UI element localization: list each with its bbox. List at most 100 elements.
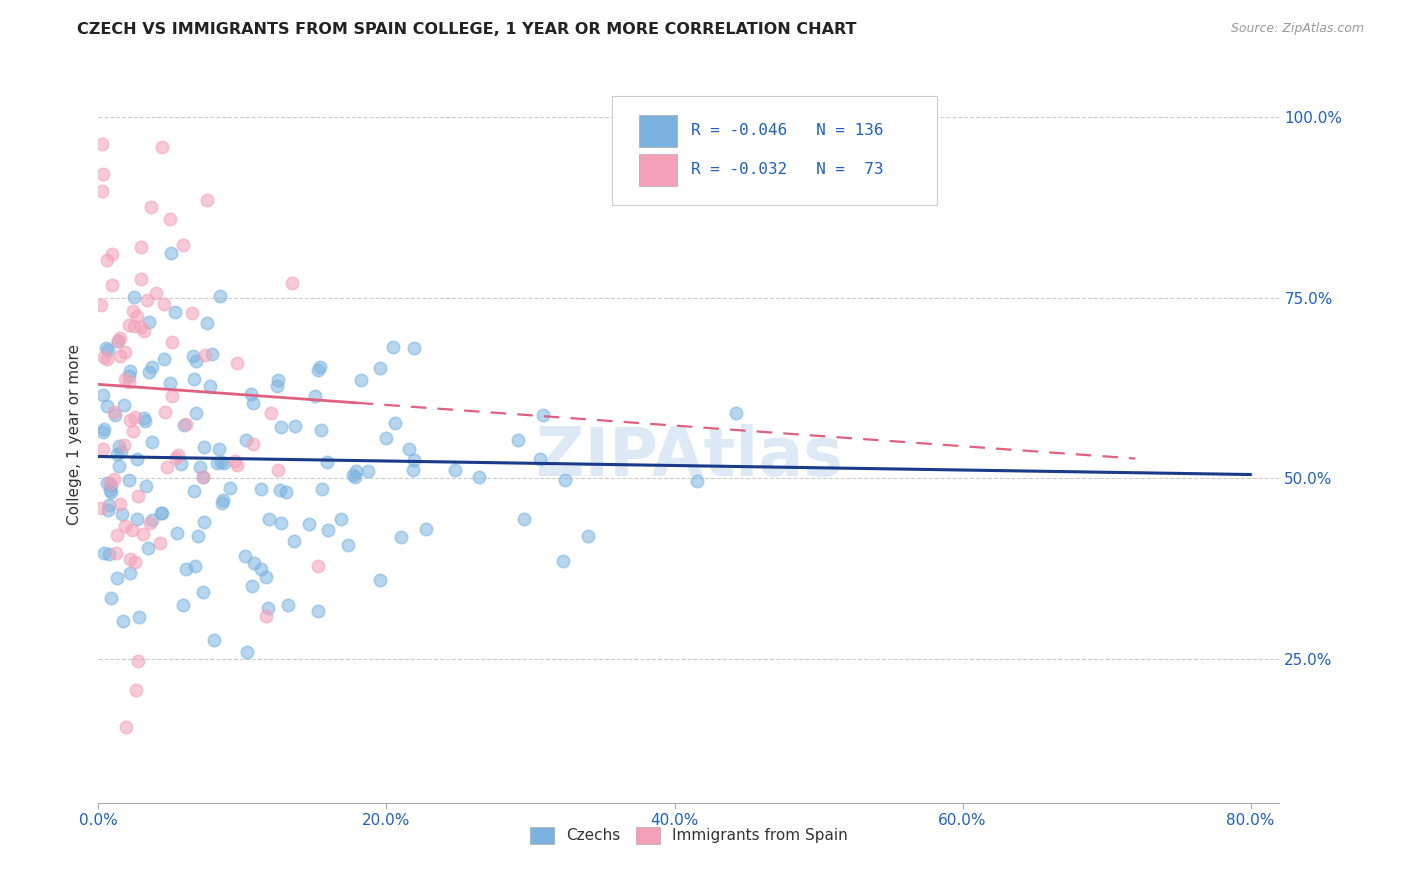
Point (368, 573, 391, 587)
Point (159, 376, 181, 390)
Point (103, 405, 125, 419)
Point (117, 369, 139, 384)
Text: R = -0.046   N = 136: R = -0.046 N = 136 (692, 123, 884, 138)
Point (125, 682, 148, 697)
Legend: Czechs, Immigrants from Spain: Czechs, Immigrants from Spain (523, 821, 855, 850)
Point (209, 455, 232, 469)
Point (94, 341, 117, 355)
Point (153, 405, 176, 419)
Point (250, 482, 273, 496)
FancyBboxPatch shape (612, 96, 936, 205)
Point (129, 271, 152, 285)
Point (167, 448, 190, 462)
Point (298, 517, 321, 532)
Point (186, 354, 208, 368)
Point (128, 610, 150, 624)
Point (193, 348, 215, 362)
Bar (640, 154, 678, 186)
Point (122, 424, 145, 438)
Point (205, 456, 228, 470)
Point (316, 455, 339, 469)
Point (260, 406, 283, 420)
Point (724, 406, 747, 420)
Point (108, 331, 131, 345)
Point (107, 334, 129, 349)
Point (307, 558, 329, 573)
Point (195, 193, 218, 207)
Point (225, 356, 247, 370)
Text: R = -0.032   N =  73: R = -0.032 N = 73 (692, 162, 884, 178)
Point (114, 344, 136, 359)
Point (141, 359, 163, 374)
Y-axis label: College, 1 year or more: College, 1 year or more (67, 344, 83, 525)
Point (184, 559, 207, 574)
Point (402, 341, 425, 355)
Text: Source: ZipAtlas.com: Source: ZipAtlas.com (1230, 22, 1364, 36)
Point (112, 398, 135, 412)
Point (193, 470, 215, 484)
Point (191, 470, 214, 484)
Point (141, 200, 163, 214)
Point (138, 315, 160, 329)
Point (108, 497, 131, 511)
Point (134, 324, 156, 338)
Point (269, 483, 291, 497)
Point (93, 422, 115, 436)
Point (172, 599, 194, 613)
Point (101, 247, 124, 261)
Point (329, 512, 352, 526)
Point (120, 566, 142, 581)
Point (506, 433, 529, 447)
Point (343, 470, 366, 484)
Point (93, 546, 115, 560)
Point (90, 298, 112, 312)
Point (374, 431, 396, 445)
Point (156, 460, 179, 475)
Point (91, 442, 114, 457)
Point (398, 442, 420, 456)
Point (97, 499, 120, 513)
Point (91, 425, 114, 439)
Point (415, 522, 437, 536)
Point (337, 538, 360, 552)
Point (382, 340, 405, 354)
Point (186, 406, 208, 420)
Point (308, 604, 330, 618)
Point (122, 303, 145, 318)
Point (181, 306, 204, 320)
Point (277, 598, 299, 612)
Point (127, 512, 149, 526)
Point (97, 502, 120, 516)
Point (257, 601, 280, 615)
Point (173, 417, 195, 432)
Point (243, 556, 266, 570)
Point (201, 347, 224, 361)
Point (235, 434, 257, 448)
Point (150, 507, 173, 521)
Point (100, 483, 122, 497)
Point (233, 549, 256, 564)
Point (160, 245, 183, 260)
Point (242, 437, 264, 451)
Point (304, 389, 326, 403)
Point (166, 525, 188, 540)
Point (105, 546, 128, 560)
Point (239, 386, 262, 401)
Point (444, 463, 467, 477)
Point (118, 376, 141, 390)
Point (270, 516, 292, 530)
Point (135, 479, 157, 493)
Point (138, 365, 160, 379)
Point (191, 585, 214, 599)
Point (267, 373, 290, 387)
Point (134, 414, 156, 428)
Point (103, 472, 125, 486)
Point (529, 451, 551, 466)
Point (187, 529, 209, 543)
Point (112, 615, 135, 629)
Point (120, 364, 142, 378)
Point (202, 632, 225, 647)
Point (160, 335, 183, 350)
Point (90, 136, 112, 151)
Point (111, 507, 134, 521)
